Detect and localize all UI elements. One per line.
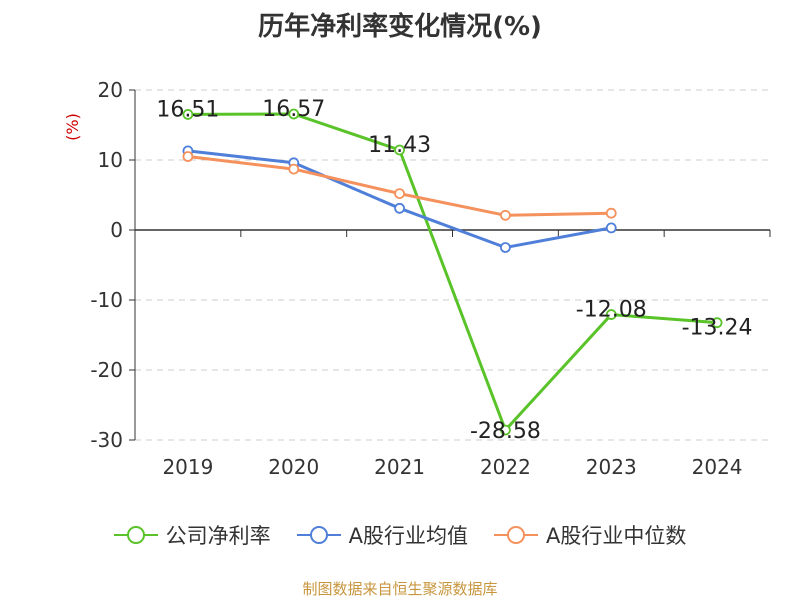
data-point-2 <box>288 163 300 175</box>
series-line-0 <box>187 112 718 432</box>
x-tick-label: 2024 <box>692 455 743 479</box>
x-tick-label: 2023 <box>586 455 637 479</box>
x-tick-label: 2021 <box>374 455 425 479</box>
y-axis-title: (%) <box>63 113 82 141</box>
legend-item-industry-median[interactable]: A股行业中位数 <box>494 520 686 550</box>
x-tick-label: 2022 <box>480 455 531 479</box>
y-tick-label: 10 <box>98 148 123 172</box>
data-label: 11.43 <box>368 133 431 158</box>
data-point-0 <box>500 424 511 436</box>
data-point-2 <box>182 151 194 162</box>
data-label: -28.58 <box>470 419 541 444</box>
x-tick-label: 2020 <box>268 455 319 479</box>
legend-marker-industry-mean <box>296 526 341 544</box>
legend-marker-company <box>113 526 158 544</box>
y-tick-label: 0 <box>110 218 123 242</box>
data-point-1 <box>500 242 511 253</box>
legend-marker-industry-median <box>494 526 538 544</box>
legend-label-company: 公司净利率 <box>165 524 271 548</box>
y-tick-label: 20 <box>98 78 123 102</box>
y-tick-label: -30 <box>90 428 123 452</box>
data-point-0 <box>288 108 300 120</box>
data-point-0 <box>605 309 617 320</box>
legend-item-industry-mean[interactable]: A股行业均值 <box>296 520 468 550</box>
data-point-2 <box>394 188 405 200</box>
data-label: -13.24 <box>682 316 753 341</box>
data-point-0 <box>711 317 723 329</box>
data-source-note: 制图数据来自恒生聚源数据库 <box>302 580 498 598</box>
x-tick-label: 2019 <box>162 455 213 479</box>
data-label: 16.51 <box>156 97 219 122</box>
legend-label-industry-median: A股行业中位数 <box>546 524 687 548</box>
data-point-0 <box>182 109 194 120</box>
data-label: 16.57 <box>262 97 325 122</box>
y-tick-label: -10 <box>90 288 123 312</box>
legend-label-industry-mean: A股行业均值 <box>348 524 468 548</box>
data-point-0 <box>394 144 405 156</box>
legend-item-company[interactable]: 公司净利率 <box>113 520 271 550</box>
chart-legend: 公司净利率 A股行业均值 A股行业中位数 <box>0 520 800 550</box>
chart-title: 历年净利率变化情况(%) <box>258 12 542 42</box>
data-point-2 <box>605 207 617 219</box>
y-tick-label: -20 <box>90 358 123 382</box>
data-point-1 <box>394 202 405 214</box>
data-point-1 <box>605 222 617 234</box>
data-point-2 <box>500 209 511 221</box>
data-label: -12.08 <box>576 298 647 323</box>
